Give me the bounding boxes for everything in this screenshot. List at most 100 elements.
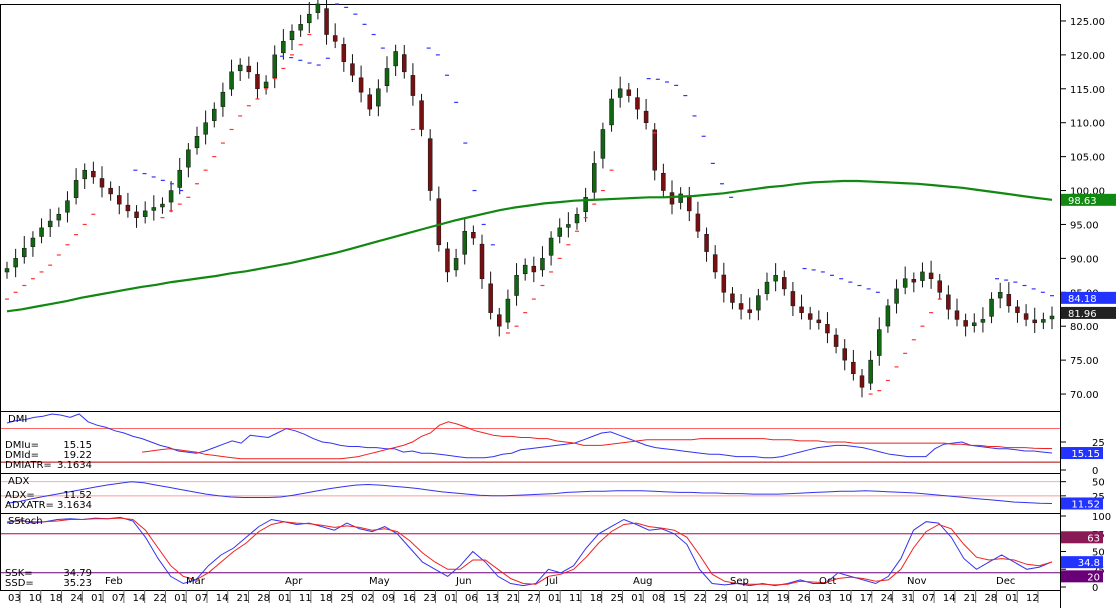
date-tick-label: 01 [444,593,457,604]
date-tick-label: 13 [486,593,499,604]
candle-body [272,54,277,79]
candle-body [937,280,942,293]
month-label: Aug [633,576,653,587]
candle-body [635,97,640,110]
candle-body [13,258,18,268]
candle-body [877,329,882,356]
candle-body [324,8,329,35]
candle-body [160,203,165,208]
month-label: Dec [996,576,1015,587]
date-tick-label: 28 [984,593,997,604]
candle-body [203,122,208,135]
moving-average-line [6,179,1053,313]
date-tick-label: 18 [50,593,63,604]
month-label: Feb [105,576,123,587]
candle-body [134,211,139,218]
date-tick-label: 14 [943,593,956,604]
candle-body [341,44,347,62]
price-tick-label: 75.00 [1070,356,1099,367]
indicator-readout-value: 34.79 [63,568,92,579]
indicator-value-box [1061,570,1103,583]
indicator-title: SStoch [8,516,43,527]
candle-body [1032,319,1037,324]
indicator-value-box [1061,447,1103,460]
candle-body [833,334,839,347]
chart-frame [0,4,1061,591]
date-tick-label: 09 [382,593,395,604]
indicator-tick-label: 50 [1092,478,1105,489]
indicator-tick-label: 25 [1092,438,1105,449]
price-tick-label: 125.00 [1070,17,1105,28]
price-tick-label: 70.00 [1070,390,1099,401]
indicator-readout-value: 15.15 [63,440,92,451]
month-label: Oct [819,576,836,587]
candle-body [108,187,113,195]
date-tick-label: 01 [91,593,104,604]
candle-body [894,288,899,304]
candle-body [82,169,87,180]
candle-body [859,375,865,388]
date-tick-label: 24 [881,593,894,604]
candle-body [868,359,873,384]
candle-body [298,24,303,31]
candle-body [997,292,1003,299]
date-tick-label: 18 [590,593,603,604]
candle-body [73,180,79,198]
candle-body [1006,294,1012,307]
candle-body [954,310,960,320]
date-tick-label: 28 [257,593,270,604]
candle-body [600,129,606,159]
candle-body [730,293,735,303]
date-tick-label: 01 [278,593,291,604]
indicator-value-box [1061,531,1103,544]
candle-body [350,63,355,76]
price-tick-label: 95.00 [1070,220,1099,231]
price-value-label: 98.63 [1068,196,1097,207]
candle-body [505,298,511,323]
candle-body [566,224,571,228]
date-tick-label: 02 [361,593,374,604]
candle-body [695,213,701,232]
candle-body [358,77,364,93]
candle-body [1015,306,1020,313]
candle-body [799,306,804,313]
candle-body [445,248,450,273]
candle-body [712,254,718,273]
candle-body [410,75,416,96]
candle-body [246,65,252,73]
date-tick-label: 27 [527,593,540,604]
candle-body [825,324,830,334]
candle-body [980,319,986,323]
price-tick-label: 80.00 [1070,322,1099,333]
candle-body [307,13,312,24]
price-tick-label: 115.00 [1070,85,1105,96]
candle-body [963,320,968,327]
date-tick-label: 12 [1026,593,1039,604]
candle-body [488,283,493,313]
month-label: Nov [907,576,927,587]
indicator-readout-value: 3.1634 [57,460,92,471]
indicator-readout-label: DMIATR= [5,460,52,471]
candle-body [194,136,200,149]
candle-body [946,294,951,310]
candle-body [212,108,217,121]
candle-body [704,234,709,252]
date-tick-label: 11 [569,593,582,604]
indicator-readout-label: DMId= [5,450,39,461]
candle-body [117,195,122,205]
date-tick-label: 14 [216,593,229,604]
candle-body [687,196,692,212]
candle-body [4,268,10,273]
candle-body [1023,313,1029,320]
indicator-tick-label: 0 [1092,466,1098,477]
candle-body [220,91,226,107]
month-label: May [369,576,390,587]
indicator-line [142,421,1052,460]
indicator-value-label: 15.15 [1071,449,1100,460]
candle-body [885,305,891,327]
date-tick-label: 31 [901,593,914,604]
candle-body [281,41,286,54]
date-tick-label: 01 [1005,593,1018,604]
date-tick-label: 03 [8,593,21,604]
